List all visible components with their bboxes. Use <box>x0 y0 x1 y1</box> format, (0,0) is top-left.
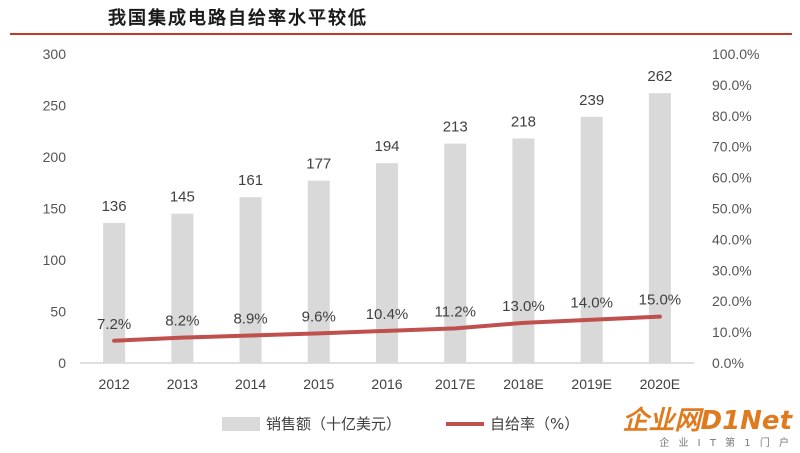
x-axis: 2012 2013 2014 2015 2016 2017E 2018E 2019E 2020E <box>99 376 681 392</box>
line-data-label: 13.0% <box>502 298 545 315</box>
right-axis-tick-label: 40.0% <box>712 231 752 247</box>
left-axis-tick-label: 300 <box>43 46 67 62</box>
line-data-label: 9.6% <box>302 308 336 325</box>
legend-label-sales: 销售额（十亿美元） <box>266 415 401 433</box>
bar <box>580 116 603 363</box>
watermark: 企业网D1Net 企 业 I T 第 1 门 户 <box>623 408 793 449</box>
line-series <box>112 314 662 343</box>
line-series-path <box>112 314 662 343</box>
line-data-label: 8.2% <box>165 313 199 330</box>
bar-data-label: 213 <box>443 119 468 136</box>
chart-title: 我国集成电路自给率水平较低 <box>108 8 368 29</box>
legend-label-rate: 自给率（%） <box>490 415 579 433</box>
right-axis-tick-label: 10.0% <box>712 324 752 340</box>
left-axis-tick-label: 150 <box>43 201 67 217</box>
bar <box>239 197 262 363</box>
x-axis-tick-label: 2019E <box>571 376 611 392</box>
x-axis-tick-label: 2012 <box>99 376 130 392</box>
watermark-tagline: 企 业 I T 第 1 门 户 <box>659 438 792 449</box>
x-axis-tick-label: 2014 <box>235 376 266 392</box>
line-data-label: 11.2% <box>435 303 476 320</box>
bar-data-label: 177 <box>306 156 331 173</box>
x-axis-tick-label: 2018E <box>503 376 543 392</box>
right-axis-tick-label: 100.0% <box>712 46 759 62</box>
x-axis-tick-label: 2016 <box>371 376 402 392</box>
right-axis-tick-label: 50.0% <box>712 201 752 217</box>
bar <box>307 180 330 363</box>
line-data-label: 7.2% <box>97 316 131 333</box>
right-axis: 0.0% 10.0% 20.0% 30.0% 40.0% 50.0% 60.0% 70.0% 8… <box>712 46 759 371</box>
right-axis-tick-label: 30.0% <box>712 262 752 278</box>
x-axis-tick-label: 2013 <box>167 376 198 392</box>
x-axis-tick-label: 2015 <box>303 376 334 392</box>
left-axis: 0 50 100 150 200 250 300 <box>43 46 67 371</box>
right-axis-tick-label: 0.0% <box>712 355 744 371</box>
left-axis-tick-label: 250 <box>43 98 67 114</box>
legend: 销售额（十亿美元） 自给率（%） <box>222 415 579 433</box>
bar <box>376 163 398 363</box>
title-divider <box>10 33 792 35</box>
left-axis-tick-label: 50 <box>50 304 66 320</box>
right-axis-tick-label: 80.0% <box>712 108 752 124</box>
bar <box>103 222 126 363</box>
bar <box>648 93 671 363</box>
left-axis-tick-label: 100 <box>43 252 67 268</box>
bar <box>512 138 535 363</box>
line-data-label: 15.0% <box>639 292 682 309</box>
line-data-labels: 7.2% 8.2% 8.9% 9.6% 10.4% 11.2% 13.0% 14.0% 15.0… <box>97 292 681 333</box>
bar-data-label: 145 <box>170 189 195 206</box>
bar-data-labels: 136 145 161 177 194 213 218 239 262 <box>102 68 673 215</box>
right-axis-tick-label: 60.0% <box>712 170 752 186</box>
line-data-label: 14.0% <box>570 295 613 312</box>
bar <box>171 213 194 363</box>
line-data-label: 10.4% <box>366 306 409 323</box>
bar-data-label: 136 <box>102 198 127 215</box>
left-axis-tick-label: 200 <box>43 149 67 165</box>
bar <box>444 143 467 363</box>
bar-data-label: 161 <box>238 172 263 189</box>
line-data-label: 8.9% <box>233 310 267 327</box>
bar-data-label: 262 <box>647 68 672 85</box>
bar-data-label: 218 <box>511 113 536 130</box>
legend-swatch-sales <box>222 417 260 431</box>
watermark-logo: 企业网D1Net <box>622 406 793 436</box>
bar-data-label: 239 <box>579 92 604 109</box>
x-axis-tick-label: 2017E <box>435 376 475 392</box>
left-axis-tick-label: 0 <box>58 355 66 371</box>
right-axis-tick-label: 90.0% <box>712 77 752 93</box>
bar-data-label: 194 <box>374 138 399 155</box>
bar-series <box>103 93 671 363</box>
right-axis-tick-label: 70.0% <box>712 139 752 155</box>
right-axis-tick-label: 20.0% <box>712 293 752 309</box>
x-axis-tick-label: 2020E <box>640 376 680 392</box>
